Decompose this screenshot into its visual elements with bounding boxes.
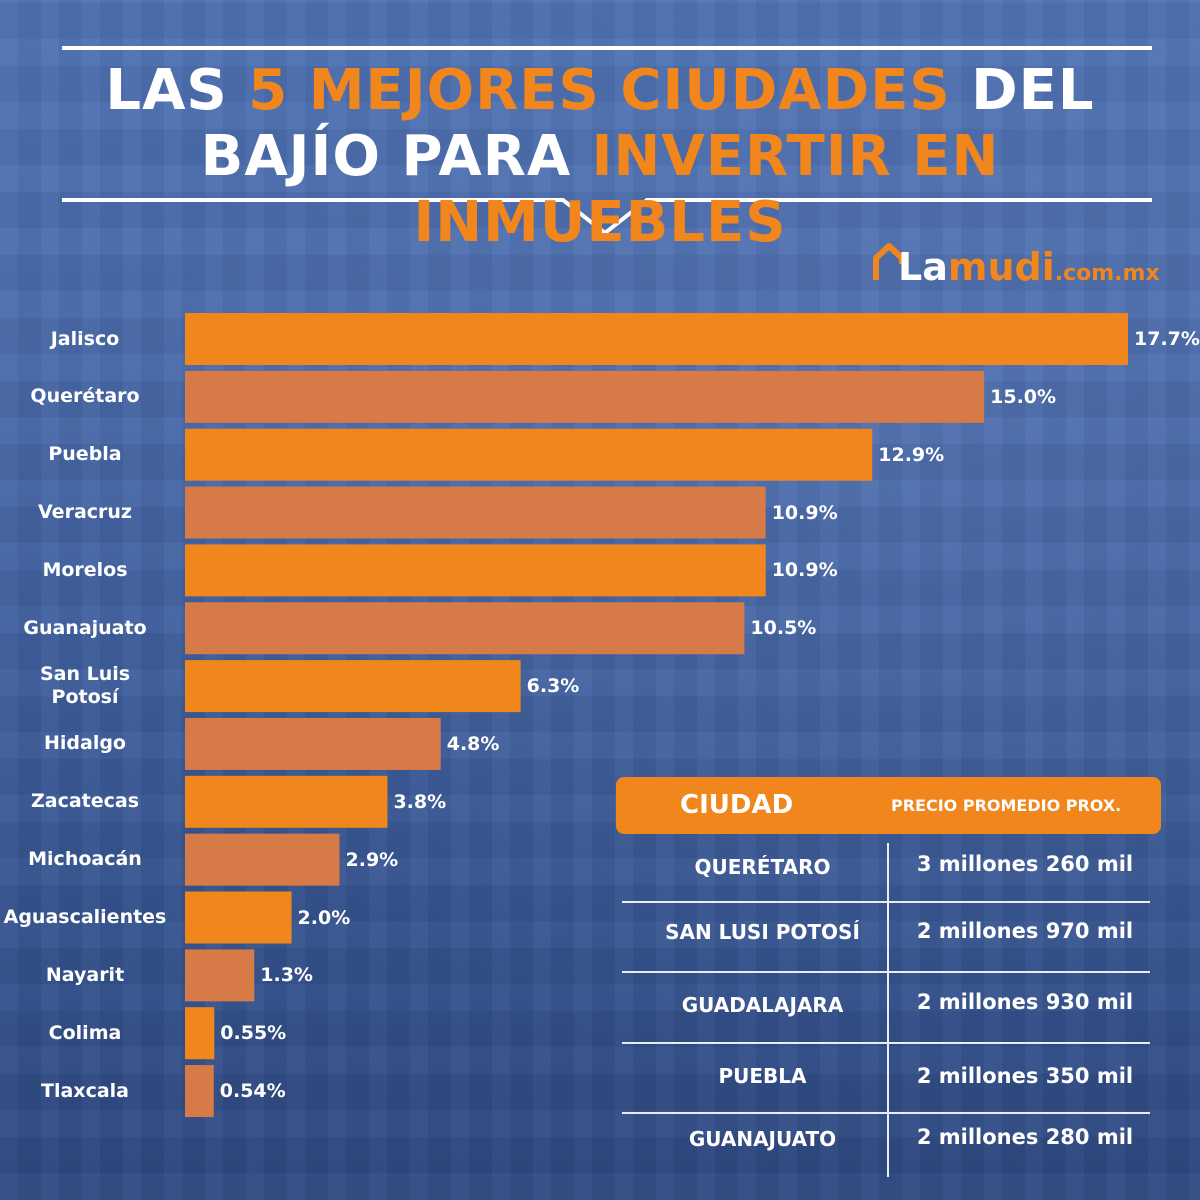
- bar-3: [185, 486, 766, 539]
- value-label: 0.55%: [220, 1022, 287, 1045]
- category-label: Aguascalientes: [0, 906, 175, 929]
- category-label-line: Nayarit: [45, 963, 125, 986]
- title-bottom-chevron: [62, 198, 1152, 236]
- table-cell-city: GUANAJUATO: [688, 1127, 837, 1151]
- category-label-line: Jalisco: [50, 327, 120, 350]
- title-line1-highlight: 5 MEJORES CIUDADES: [248, 58, 951, 123]
- category-label-line: Veracruz: [38, 501, 132, 524]
- logo-mudi: mudi: [947, 245, 1055, 289]
- category-label: Tlaxcala: [0, 1080, 175, 1103]
- title-line2-highlight: INVERTIR EN INMUEBLES: [413, 124, 1000, 255]
- table-cell-price: 2 millones 350 mil: [916, 1064, 1134, 1088]
- table-header-price: PRECIO PROMEDIO PROX.: [891, 796, 1122, 815]
- value-label: 17.7%: [1134, 328, 1200, 350]
- table-cell-city: QUERÉTARO: [694, 855, 831, 879]
- category-label-line: Querétaro: [30, 385, 140, 408]
- page-title: LAS 5 MEJORES CIUDADES DEL BAJÍO PARA IN…: [20, 58, 1180, 256]
- category-label: Zacatecas: [0, 790, 175, 813]
- category-label: Guanajuato: [0, 617, 175, 640]
- value-label: 1.3%: [260, 964, 313, 987]
- bar-8: [185, 775, 388, 828]
- bar-12: [185, 1007, 215, 1060]
- title-frame: [62, 46, 1152, 236]
- table-cell-city: PUEBLA: [718, 1064, 807, 1088]
- table-header-city: CIUDAD: [680, 790, 794, 820]
- category-label: Morelos: [0, 559, 175, 582]
- category-label-line: Aguascalientes: [3, 906, 167, 928]
- table-cell-price: 2 millones 930 mil: [916, 990, 1134, 1014]
- value-label: 10.5%: [750, 617, 817, 640]
- logo-suffix: .com.mx: [1054, 261, 1160, 286]
- value-label: 10.9%: [771, 501, 838, 524]
- table-row-divider: [622, 1112, 1150, 1114]
- price-table-header: CIUDAD PRECIO PROMEDIO PROX.: [616, 777, 1161, 834]
- bar-9: [185, 833, 340, 886]
- logo-wordmark: Lamudi.com.mx: [898, 244, 1160, 297]
- bar-6: [185, 660, 521, 713]
- lamudi-logo: Lamudi.com.mx: [872, 238, 1162, 294]
- table-cell-city: GUADALAJARA: [681, 993, 844, 1017]
- value-label: 2.0%: [297, 906, 351, 929]
- value-label: 2.9%: [345, 848, 399, 871]
- category-label: Veracruz: [0, 501, 175, 524]
- title-line1-a: LAS: [105, 58, 249, 123]
- table-row-divider: [622, 971, 1150, 973]
- value-label: 10.9%: [771, 559, 838, 582]
- category-label: Nayarit: [0, 964, 175, 987]
- value-label: 4.8%: [446, 732, 500, 755]
- table-row-divider: [622, 1042, 1150, 1044]
- category-label-line: Michoacán: [28, 848, 142, 871]
- category-label-line: Potosí: [51, 686, 119, 709]
- title-line-2: BAJÍO PARA INVERTIR EN INMUEBLES: [20, 124, 1180, 256]
- table-cell-price: 3 millones 260 mil: [916, 852, 1134, 876]
- bar-10: [185, 891, 292, 944]
- bar-1: [185, 370, 985, 423]
- category-label-line: Guanajuato: [23, 616, 147, 639]
- table-cell-price: 2 millones 970 mil: [916, 919, 1134, 943]
- category-label: Puebla: [0, 443, 175, 466]
- bar-13: [185, 1065, 214, 1118]
- bar-2: [185, 428, 873, 481]
- bar-11: [185, 949, 255, 1002]
- logo-la: La: [898, 245, 948, 289]
- category-label: Michoacán: [0, 848, 175, 871]
- title-line1-c: DEL: [950, 58, 1095, 123]
- category-label-line: Morelos: [42, 558, 128, 581]
- category-label-line: Tlaxcala: [41, 1079, 129, 1102]
- category-label: Hidalgo: [0, 732, 175, 755]
- category-label-line: Puebla: [48, 443, 122, 466]
- category-label-line: San Luis: [39, 663, 131, 686]
- category-label: San Luis Potosí: [0, 663, 175, 709]
- house-icon: [873, 243, 905, 280]
- title-line2-a: BAJÍO PARA: [200, 124, 592, 189]
- category-label-line: Zacatecas: [30, 790, 140, 813]
- category-label: Colima: [0, 1022, 175, 1045]
- value-label: 15.0%: [990, 385, 1057, 408]
- category-label: Jalisco: [0, 328, 175, 351]
- bar-5: [185, 602, 745, 655]
- value-label: 3.8%: [393, 790, 447, 813]
- category-label-line: Colima: [48, 1021, 122, 1044]
- bar-7: [185, 717, 441, 770]
- value-label: 6.3%: [526, 675, 580, 698]
- table-column-divider: [887, 843, 889, 1177]
- table-cell-price: 2 millones 280 mil: [916, 1125, 1134, 1149]
- title-line-1: LAS 5 MEJORES CIUDADES DEL: [20, 58, 1180, 124]
- bar-0: [185, 313, 1128, 365]
- value-label: 12.9%: [878, 443, 945, 466]
- category-label: Querétaro: [0, 385, 175, 408]
- table-cell-city: SAN LUSI POTOSÍ: [665, 920, 860, 944]
- category-label-line: Hidalgo: [43, 732, 126, 755]
- value-label: 0.54%: [219, 1080, 286, 1103]
- table-row-divider: [622, 901, 1150, 903]
- bar-4: [185, 544, 766, 597]
